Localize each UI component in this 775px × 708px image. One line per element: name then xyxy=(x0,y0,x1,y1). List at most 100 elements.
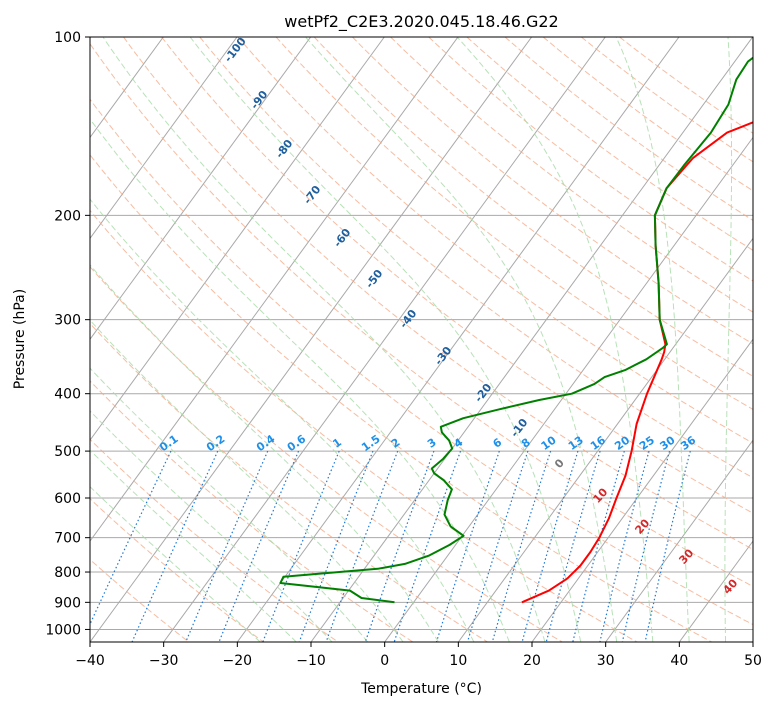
isotherm-line xyxy=(90,37,238,240)
dry-adiabat-line xyxy=(619,37,753,134)
mixing-ratio-line xyxy=(599,450,650,642)
moist-adiabat-line xyxy=(90,410,333,642)
mixing-ratio-line xyxy=(185,450,269,642)
isotherm-line xyxy=(90,37,459,542)
moist-adiabat-line xyxy=(90,367,369,642)
axes: −40 −30 −20 −10 0 10 20 30 40 5010020030040050060… xyxy=(45,30,762,669)
moist-adiabat-line xyxy=(189,37,582,642)
x-axis-label: Temperature (°C) xyxy=(360,681,482,697)
dry-adiabat-line xyxy=(90,98,753,626)
dry-adiabat-line xyxy=(90,153,712,642)
moist-adiabat-label: 0 xyxy=(552,456,567,471)
dry-adiabat-label: -60 xyxy=(331,226,354,250)
mixing-ratio-label: 4 xyxy=(452,436,466,451)
y-tick-label: 400 xyxy=(54,387,81,403)
x-tick-label: 50 xyxy=(744,653,762,669)
moist-adiabat-line xyxy=(762,37,775,642)
moist-adiabat-line xyxy=(90,264,439,642)
moist-adiabat-label: 40 xyxy=(720,576,740,596)
dry-adiabat-line xyxy=(504,37,753,221)
x-tick-label: 0 xyxy=(380,653,389,669)
mixing-ratio-label: 1 xyxy=(330,436,344,451)
y-tick-label: 500 xyxy=(54,444,81,460)
y-tick-label: 800 xyxy=(54,565,81,581)
dry-adiabat-line xyxy=(90,266,563,642)
chart-title: wetPf2_C2E3.2020.045.18.46.G22 xyxy=(284,12,558,32)
mixing-ratio-line xyxy=(435,450,500,642)
mixing-ratio-line xyxy=(325,450,399,642)
y-tick-label: 1000 xyxy=(45,622,81,638)
y-tick-label: 100 xyxy=(54,30,81,46)
dry-adiabat-line xyxy=(352,37,753,345)
mixing-ratio-line xyxy=(393,450,462,642)
dry-adiabat-line xyxy=(390,37,753,313)
x-tick-label: −10 xyxy=(296,653,326,669)
mixing-ratio-label: 3 xyxy=(425,436,439,451)
dry-adiabat-line xyxy=(90,438,339,642)
mixing-ratio-line xyxy=(218,450,300,642)
y-tick-label: 700 xyxy=(54,531,81,547)
dry-adiabat-line xyxy=(90,322,488,642)
mixing-ratio-label: 13 xyxy=(566,434,586,453)
mixing-ratio-label: 30 xyxy=(657,433,677,453)
dry-adiabat-line xyxy=(123,37,753,550)
dry-adiabat-line xyxy=(90,42,753,588)
isotherm-line xyxy=(605,439,753,642)
dry-adiabat-line xyxy=(313,37,753,377)
moist-adiabat-line xyxy=(102,37,546,642)
plot-frame xyxy=(89,36,754,643)
moist-adiabat-line xyxy=(90,449,297,642)
moist-adiabat-line xyxy=(615,37,690,642)
isotherm-line xyxy=(752,641,753,642)
mixing-ratio-label: 16 xyxy=(588,433,608,453)
x-tick-label: 40 xyxy=(670,653,688,669)
mixing-ratio-label: 20 xyxy=(612,433,632,453)
dewpoint-line xyxy=(279,56,753,604)
moist-adiabat-line xyxy=(90,118,510,642)
mixing-ratio-line xyxy=(572,450,625,642)
x-tick-label: 10 xyxy=(449,653,467,669)
dry-adiabat-line xyxy=(90,380,414,642)
background-lines xyxy=(90,37,775,642)
dry-adiabat-line xyxy=(90,209,638,642)
dry-adiabat-label: -70 xyxy=(301,183,324,207)
mixing-ratio-line xyxy=(364,450,435,642)
mixing-ratio-line xyxy=(545,450,601,642)
mixing-ratio-line xyxy=(621,450,671,642)
dry-adiabat-label: -50 xyxy=(363,267,386,291)
dry-adiabat-line xyxy=(161,37,753,514)
isotherm-line xyxy=(678,540,753,642)
isotherm-line xyxy=(236,37,680,642)
dry-adiabat-label: -10 xyxy=(508,416,531,440)
y-tick-label: 900 xyxy=(54,595,81,611)
isotherm-line xyxy=(384,136,753,642)
dry-adiabat-line xyxy=(275,37,753,411)
isotherm-line xyxy=(90,37,385,442)
mixing-ratio-line xyxy=(262,450,340,642)
mixing-ratio-line xyxy=(491,450,552,642)
dry-adiabat-label: -100 xyxy=(222,35,249,65)
dry-adiabat-label: -90 xyxy=(248,88,271,112)
y-axis-label: Pressure (hPa) xyxy=(12,289,28,389)
moist-adiabat-label: 20 xyxy=(632,516,652,536)
mixing-ratio-label: 25 xyxy=(637,434,657,453)
x-tick-label: −30 xyxy=(149,653,179,669)
y-tick-label: 200 xyxy=(54,208,81,224)
sounding-lines xyxy=(279,56,753,604)
mixing-ratio-label: 6 xyxy=(490,436,504,451)
isotherm-line xyxy=(163,37,606,642)
moist-adiabat-label: 30 xyxy=(676,546,696,566)
y-tick-label: 600 xyxy=(54,491,81,507)
dry-adiabat-line xyxy=(237,37,753,444)
moist-adiabat-line xyxy=(724,37,733,642)
mixing-ratio-label: 10 xyxy=(539,433,559,453)
x-tick-label: 30 xyxy=(597,653,615,669)
dry-adiabat-line xyxy=(199,37,753,479)
mixing-ratio-line xyxy=(90,450,172,626)
chart-labels: 0.1 0.2 0.4 0.6 1 1.5 2 3 4 6 8 10 13 16 20 25 30 36-100-… xyxy=(157,35,740,597)
mixing-ratio-line xyxy=(644,450,691,642)
isotherm-line xyxy=(90,37,533,642)
dry-adiabat-label: -40 xyxy=(397,307,420,331)
x-tick-label: 20 xyxy=(523,653,541,669)
